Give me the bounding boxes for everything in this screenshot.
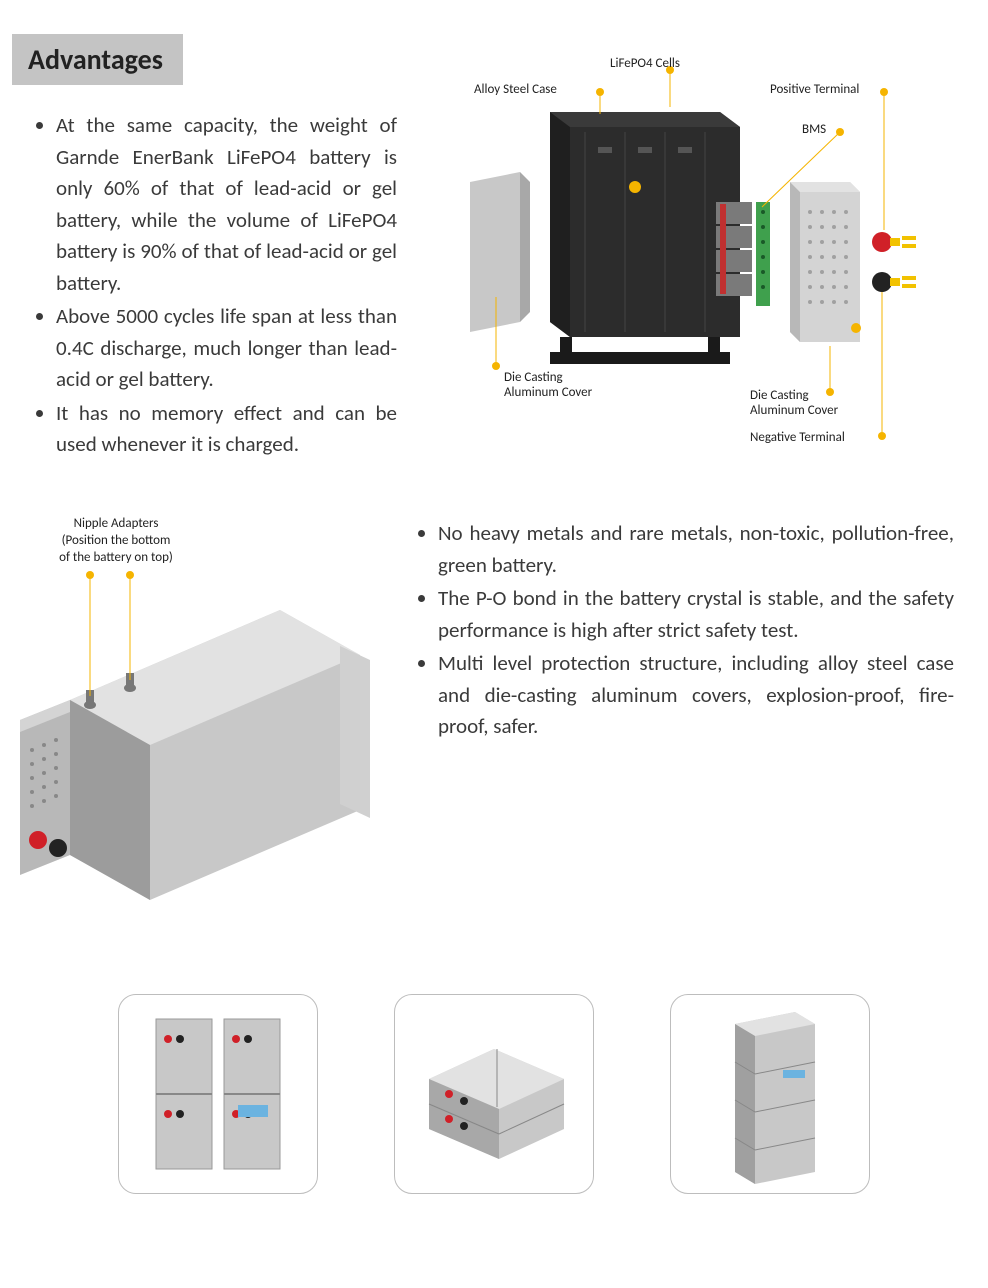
label-text: Die Casting [504, 370, 563, 385]
thumb-svg [705, 1004, 835, 1184]
advantages-list-1: At the same capacity, the weight of Garn… [34, 110, 397, 463]
section-title: Advantages [12, 34, 183, 85]
label-text: Aluminum Cover [750, 403, 838, 418]
thumbnail-3 [670, 994, 870, 1194]
list-item: Multi level protection structure, includ… [438, 648, 954, 743]
label-nipple-adapters: Nipple Adapters (Position the bottom of … [36, 516, 196, 567]
thumb-svg [138, 1009, 298, 1179]
label-negative-terminal: Negative Terminal [750, 430, 845, 445]
list-item: The P-O bond in the battery crystal is s… [438, 583, 954, 646]
exploded-diagram: LiFePO4 Cells Alloy Steel Case Positive … [450, 52, 960, 452]
label-alloy-steel-case: Alloy Steel Case [474, 82, 557, 97]
label-text: Aluminum Cover [504, 385, 592, 400]
battery-iso-diagram: Nipple Adapters (Position the bottom of … [0, 500, 400, 930]
advantages-list-2: No heavy metals and rare metals, non-tox… [416, 518, 954, 745]
list-item: At the same capacity, the weight of Garn… [56, 110, 397, 299]
label-positive-terminal: Positive Terminal [770, 82, 859, 97]
thumbnail-1 [118, 994, 318, 1194]
label-bms: BMS [802, 122, 826, 137]
thumb-svg [409, 1019, 579, 1169]
label-die-cast-left: Die Casting Aluminum Cover [504, 370, 592, 400]
thumbnail-row [118, 994, 870, 1194]
label-text: (Position the bottom [62, 533, 171, 548]
label-text: of the battery on top) [59, 550, 173, 565]
label-text: Nipple Adapters [74, 516, 159, 531]
thumbnail-2 [394, 994, 594, 1194]
label-die-cast-right: Die Casting Aluminum Cover [750, 388, 838, 418]
list-item: Above 5000 cycles life span at less than… [56, 301, 397, 396]
list-item: It has no memory effect and can be used … [56, 398, 397, 461]
list-item: No heavy metals and rare metals, non-tox… [438, 518, 954, 581]
label-text: Die Casting [750, 388, 809, 403]
label-lifepo4-cells: LiFePO4 Cells [610, 56, 680, 71]
